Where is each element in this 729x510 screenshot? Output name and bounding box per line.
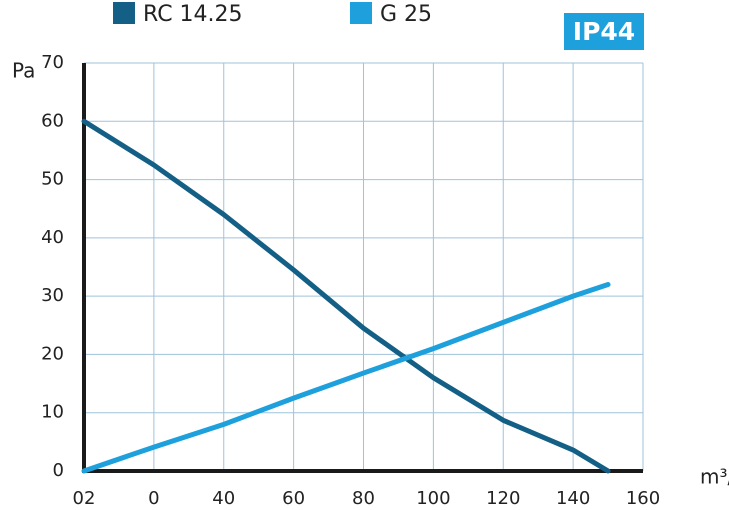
- x-tick-label: 02: [73, 488, 96, 509]
- y-tick-label: 10: [41, 402, 64, 423]
- y-axis-label: Pa: [12, 59, 35, 83]
- x-axis-label: m³/h: [700, 465, 729, 489]
- x-tick-label: 140: [556, 488, 590, 509]
- legend-label: RC 14.25: [143, 2, 243, 27]
- y-tick-label: 50: [41, 169, 64, 190]
- x-tick-label: 40: [212, 488, 235, 509]
- legend-swatch: [113, 2, 135, 24]
- badge-box: [564, 13, 644, 50]
- y-tick-label: 70: [41, 52, 64, 73]
- y-tick-label: 20: [41, 343, 64, 364]
- series-line: [81, 281, 611, 474]
- x-tick-label: 60: [282, 488, 305, 509]
- x-tick-label: 120: [486, 488, 520, 509]
- series-line: [81, 118, 611, 474]
- legend-label: G 25: [380, 2, 432, 27]
- y-tick-label: 0: [53, 460, 64, 481]
- y-tick-label: 40: [41, 227, 64, 248]
- x-tick-label: 80: [352, 488, 375, 509]
- y-tick-label: 60: [41, 110, 64, 131]
- y-tick-label: 30: [41, 285, 64, 306]
- badge: IP44: [573, 17, 635, 46]
- x-tick-label: 160: [626, 488, 660, 509]
- x-tick-label: 100: [416, 488, 450, 509]
- x-tick-label: 0: [148, 488, 159, 509]
- legend-swatch: [350, 2, 372, 24]
